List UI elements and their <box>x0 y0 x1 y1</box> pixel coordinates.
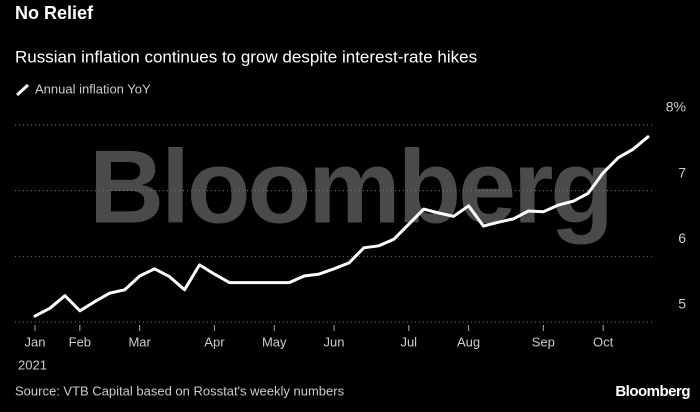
x-tick-label: Mar <box>128 334 151 349</box>
year-label: 2021 <box>18 357 47 372</box>
source: Source: VTB Capital based on Rosstat's w… <box>15 383 345 398</box>
x-tick-label: Aug <box>457 334 480 349</box>
y-tick-label: 6 <box>678 230 686 246</box>
watermark: Bloomberg <box>89 129 611 245</box>
y-tick-label: 5 <box>678 296 686 312</box>
legend-label: Annual inflation YoY <box>35 81 151 96</box>
x-tick-label: Jul <box>400 334 417 349</box>
x-tick-label: Jan <box>25 334 46 349</box>
chart-subtitle: Russian inflation continues to grow desp… <box>15 47 477 66</box>
legend-swatch <box>15 83 30 97</box>
y-tick-label: 8% <box>666 99 686 115</box>
x-tick-label: Oct <box>593 334 614 349</box>
x-tick-label: Apr <box>204 334 225 349</box>
y-tick-label: 7 <box>678 164 686 180</box>
x-tick-label: Sep <box>532 334 555 349</box>
logo: Bloomberg <box>615 383 690 400</box>
x-tick-label: Feb <box>69 334 91 349</box>
chart-title: No Relief <box>15 3 94 23</box>
x-tick-label: Jun <box>324 334 345 349</box>
line-series <box>33 135 650 318</box>
x-tick-label: May <box>262 334 287 349</box>
